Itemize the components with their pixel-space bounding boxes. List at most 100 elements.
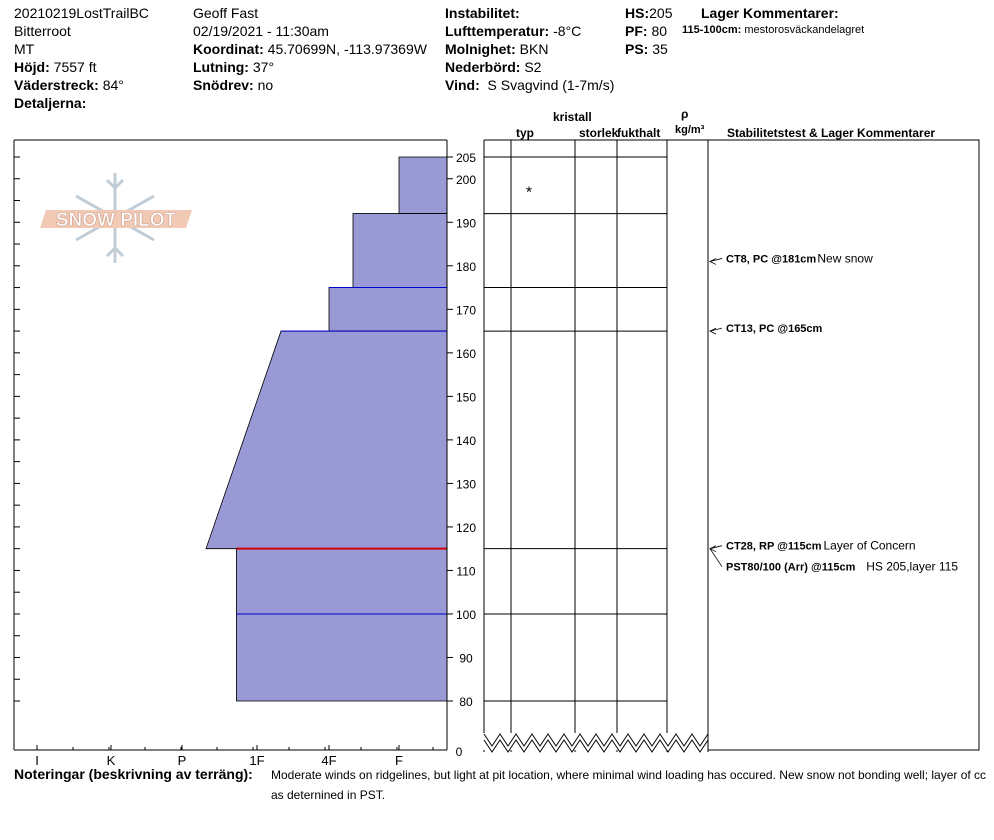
stability-arrow xyxy=(709,258,723,262)
stability-comment: New snow xyxy=(817,251,873,265)
coord-row: Koordinat: 45.70699N, -113.97369W xyxy=(193,41,427,57)
drift-row: Snödrev: no xyxy=(193,77,273,93)
profile-layer-2 xyxy=(328,287,448,332)
hs-label: HS: xyxy=(625,5,650,21)
col-density-unit: kg/m³ xyxy=(675,124,705,136)
depth-label: 180 xyxy=(456,260,476,274)
layer-comments-label: Lager Kommentarer: xyxy=(701,5,839,21)
drift-value: no xyxy=(257,77,274,93)
stability-box xyxy=(707,139,980,751)
profile-layer-3 xyxy=(205,330,448,550)
airtemp-row: Lufttemperatur: -8°C xyxy=(445,23,581,39)
elevation-label: Höjd: xyxy=(14,59,50,75)
col-rho: ρ xyxy=(681,107,689,121)
stability-arrow xyxy=(709,548,723,567)
mountain-range: Bitterroot xyxy=(14,23,71,39)
col-stability: Stabilitetstest & Lager Kommentarer xyxy=(727,126,936,140)
hardness-axis: I K P 1F 4F F xyxy=(35,745,434,768)
hardness-label: 1F xyxy=(249,753,264,768)
ps-label: PS: xyxy=(625,41,649,57)
drift-label: Snödrev: xyxy=(193,77,254,93)
elevation-value: 7557 ft xyxy=(53,59,97,75)
pf-label: PF: xyxy=(625,23,648,39)
logo-text: SNOW PILOT xyxy=(56,210,177,231)
datetime: 02/19/2021 - 11:30am xyxy=(193,23,329,39)
ps-value: 35 xyxy=(652,41,668,57)
wind-value: S Svagvind (1-7m/s) xyxy=(487,77,615,93)
wind-row: Vind: S Svagvind (1-7m/s) xyxy=(445,77,614,93)
depth-label: 100 xyxy=(456,608,476,622)
hs-row: HS:205 xyxy=(625,5,672,21)
ps-row: PS: 35 xyxy=(625,41,668,57)
depth-label: 190 xyxy=(456,216,476,230)
grain-columns: * xyxy=(483,139,709,753)
stability-result: PST80/100 (Arr) @115cm xyxy=(726,562,856,574)
depth-label-zero: 0 xyxy=(456,745,463,759)
sky-row: Molnighet: BKN xyxy=(445,41,548,57)
layer-comment: 115-100cm: mestorosväckandelagret xyxy=(682,24,864,36)
hardness-label: K xyxy=(107,753,116,768)
stability-result: CT8, PC @181cm xyxy=(726,253,816,265)
pf-row: PF: 80 xyxy=(625,23,667,39)
depth-label: 205 xyxy=(456,151,476,165)
depth-label: 170 xyxy=(456,303,476,317)
state: MT xyxy=(14,41,35,57)
col-storlek: storlek xyxy=(579,126,619,140)
slope-row: Lutning: 37° xyxy=(193,59,274,75)
grain-type-symbol: * xyxy=(526,184,532,201)
stability-arrowhead xyxy=(709,327,717,335)
pf-value: 80 xyxy=(651,23,668,39)
depth-label: 160 xyxy=(456,347,476,361)
depth-label: 110 xyxy=(456,564,475,578)
airtemp-value: -8°C xyxy=(553,23,582,39)
snowpilot-logo: SNOW PILOT xyxy=(40,173,192,263)
depth-label: 80 xyxy=(459,695,473,709)
precip-label: Nederbörd: xyxy=(445,59,521,75)
layer-comment-range: 115-100cm: xyxy=(682,24,742,36)
details-label: Detaljerna: xyxy=(14,95,87,111)
depth-label: 90 xyxy=(459,651,473,665)
stability-tests: CT8, PC @181cm New snow CT13, PC @165cm CT2… xyxy=(709,251,958,574)
left-y-ticks xyxy=(14,156,20,702)
aspect-label: Väderstreck: xyxy=(14,77,99,93)
slope-value: 37° xyxy=(252,59,275,75)
precip-row: Nederbörd: S2 xyxy=(445,59,541,75)
precip-value: S2 xyxy=(524,59,542,75)
stability-arrowhead xyxy=(709,258,717,265)
instability-label: Instabilitet: xyxy=(445,5,520,21)
depth-label: 150 xyxy=(456,390,476,404)
col-kristall: kristall xyxy=(553,110,592,124)
stability-result: CT28, RP @115cm xyxy=(726,541,822,553)
stability-comment: HS 205,layer 115 xyxy=(866,560,958,574)
airtemp-label: Lufttemperatur: xyxy=(445,23,550,39)
sky-label: Molnighet: xyxy=(445,41,516,57)
depth-label: 200 xyxy=(456,173,476,187)
coord-label: Koordinat: xyxy=(193,41,264,57)
stability-comment: Layer of Concern xyxy=(824,539,916,553)
profile-layer-4 xyxy=(236,548,448,702)
depth-break-zigzag-bottom xyxy=(483,739,709,753)
elevation-row: Höjd: 7557 ft xyxy=(14,59,96,75)
stability-result: CT13, PC @165cm xyxy=(726,323,823,335)
notes-line-2: as deternined in PST. xyxy=(271,788,386,802)
depth-label: 130 xyxy=(456,477,476,491)
slope-label: Lutning: xyxy=(193,59,249,75)
notes-line-1: Moderate winds on ridgelines, but light … xyxy=(271,768,987,782)
col-fukthalt: fukthalt xyxy=(617,126,661,140)
wind-label: Vind: xyxy=(445,77,480,93)
profile-layer-0 xyxy=(398,156,448,214)
hardness-profile xyxy=(205,156,448,702)
stability-arrow xyxy=(709,327,723,332)
aspect-value: 84° xyxy=(102,77,124,93)
notes-label: Noteringar (beskrivning av terräng): xyxy=(14,766,253,782)
hs-value: 205 xyxy=(649,5,673,21)
hardness-label: I xyxy=(35,753,39,768)
aspect-row: Väderstreck: 84° xyxy=(14,77,124,93)
col-typ: typ xyxy=(516,126,534,140)
stability-arrow xyxy=(709,545,723,550)
observer: Geoff Fast xyxy=(193,5,259,21)
sky-value: BKN xyxy=(519,41,549,57)
hardness-label: P xyxy=(178,753,187,768)
depth-axis: 80 90 100 110 120 130 140 150 160 170 180 190 200 205… xyxy=(447,151,476,759)
